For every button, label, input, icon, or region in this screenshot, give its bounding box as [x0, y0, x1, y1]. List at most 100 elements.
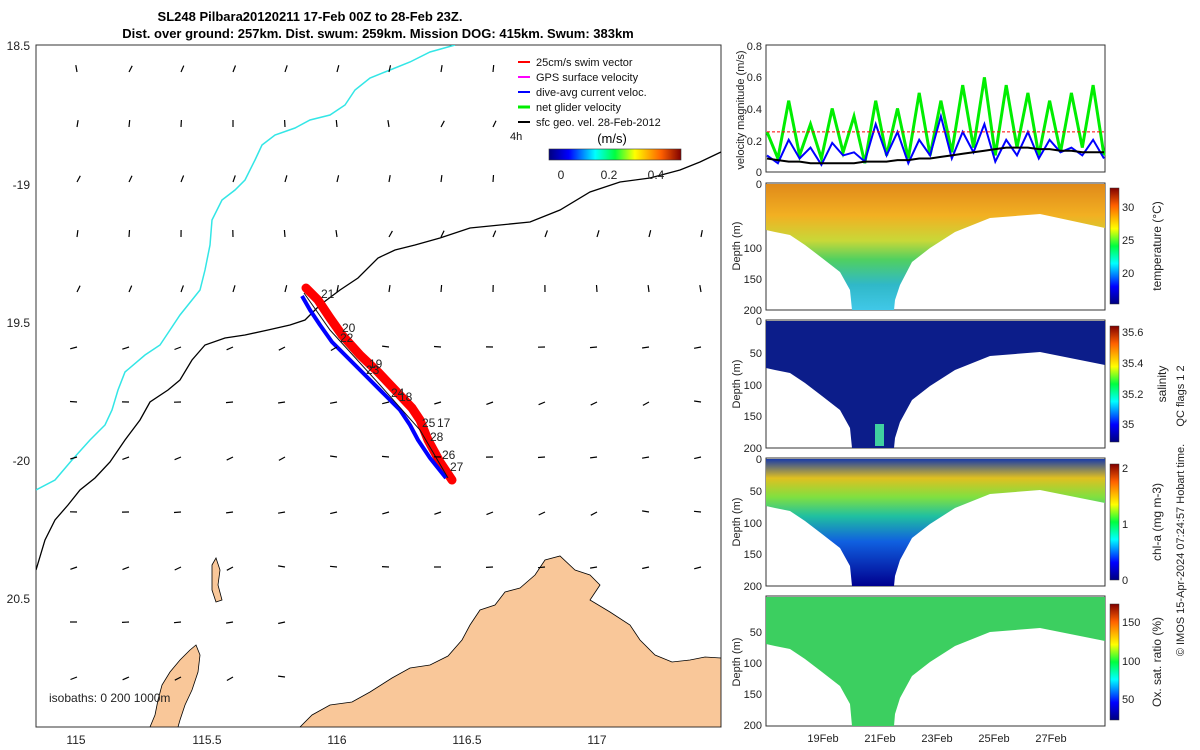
current-vector-102	[590, 511, 598, 516]
current-vector-43	[232, 285, 236, 293]
current-vector-108	[226, 566, 234, 571]
current-vector-44	[284, 285, 288, 293]
current-vector-36	[544, 230, 548, 238]
oxygen-section	[766, 597, 1105, 726]
current-vector-34	[440, 230, 445, 238]
ox-ylabel: Depth (m)	[731, 638, 743, 687]
current-vector-22	[284, 175, 288, 183]
temp-ytick-2: 100	[744, 243, 762, 255]
current-vector-27	[76, 230, 79, 238]
current-vector-80	[122, 456, 130, 460]
ox-cbar-tick-1: 100	[1122, 656, 1140, 668]
temp-ytick-3: 150	[744, 274, 762, 286]
legend-label-gps: GPS surface velocity	[536, 72, 639, 84]
current-vector-126	[226, 676, 234, 682]
chlorophyll-panel: 0 50 100 150 200 Depth (m) 2 1 0 chl-a (…	[731, 454, 1164, 593]
current-vector-88	[537, 456, 546, 459]
current-vector-100	[486, 511, 494, 516]
current-vector-21	[232, 175, 236, 183]
current-vector-58	[330, 346, 338, 352]
current-vector-26	[492, 174, 495, 183]
chl-ytick-0: 0	[756, 454, 762, 466]
current-vector-17	[492, 120, 497, 128]
chl-cbar-tick-0: 2	[1122, 463, 1128, 475]
day-label-23: 23	[366, 363, 380, 377]
current-vector-56	[226, 346, 234, 351]
day-label-25: 25	[422, 416, 436, 430]
temp-cbar-label: temperature (°C)	[1150, 201, 1164, 291]
land-island-south	[149, 644, 201, 727]
map-panel: 21 20 22 19 23 24 18 25 17 28 26 27 115 …	[7, 39, 722, 747]
chl-cbar-tick-2: 0	[1122, 575, 1128, 587]
sal-ytick-1: 50	[750, 348, 762, 360]
legend-label-geo: sfc geo. vel. 28-Feb-2012	[536, 117, 661, 129]
current-vector-28	[128, 229, 131, 238]
current-vector-39	[700, 229, 703, 238]
current-vector-53	[70, 346, 78, 350]
current-vector-35	[492, 230, 497, 238]
current-vector-54	[122, 346, 130, 350]
current-vector-75	[538, 401, 546, 406]
current-vector-63	[589, 346, 598, 349]
current-vector-42	[180, 285, 184, 293]
current-vector-8	[492, 64, 495, 73]
current-vector-15	[387, 120, 390, 128]
current-vector-16	[440, 120, 445, 128]
salinity-panel: 0 50 100 150 200 Depth (m) 35.6 35.4 35.…	[731, 316, 1169, 455]
current-vector-91	[694, 456, 702, 460]
current-vector-7	[440, 65, 443, 73]
oxygen-colorbar	[1109, 603, 1120, 721]
velocity-frame	[765, 44, 1106, 173]
current-vector-76	[590, 401, 598, 406]
velocity-series	[765, 77, 1106, 167]
temp-cbar-tick-0: 30	[1122, 202, 1134, 214]
current-vector-6	[388, 65, 392, 73]
current-vector-72	[382, 401, 390, 405]
current-vector-46	[388, 285, 391, 293]
chl-ylabel: Depth (m)	[731, 498, 743, 547]
isobath-200	[36, 45, 456, 491]
temp-ytick-4: 200	[744, 305, 762, 317]
legend-note: 4h	[510, 131, 522, 143]
current-vector-121	[226, 621, 234, 624]
day-label-21: 21	[321, 287, 335, 301]
current-vector-115	[590, 566, 598, 569]
current-vector-20	[180, 175, 185, 183]
vel-ytick-0: 0	[756, 167, 762, 179]
day-label-17: 17	[437, 416, 451, 430]
velocity-line-2	[766, 146, 1104, 165]
current-vector-70	[278, 401, 286, 404]
colorbar-tick-0: 0	[558, 168, 565, 182]
current-vector-51	[647, 285, 650, 293]
current-vector-122	[278, 621, 286, 625]
chlorophyll-colorbar	[1109, 463, 1120, 581]
salinity-colorbar	[1109, 325, 1120, 443]
ox-ytick-3: 150	[744, 689, 762, 701]
track-swim-vectors	[301, 283, 457, 485]
current-vector-57	[278, 346, 286, 351]
temperature-section	[766, 184, 1105, 310]
chl-ytick-1: 50	[750, 486, 762, 498]
current-vector-33	[388, 230, 393, 238]
velocity-line-0	[765, 77, 1106, 165]
chl-ytick-2: 100	[744, 518, 762, 530]
vel-ylabel: velocity magnitude (m/s)	[735, 50, 747, 169]
current-vector-69	[225, 401, 234, 404]
current-vector-98	[382, 511, 390, 515]
current-vector-60	[433, 345, 442, 348]
current-vector-109	[278, 565, 286, 568]
current-vector-84	[330, 455, 338, 458]
sal-ytick-0: 0	[756, 316, 762, 328]
ox-ytick-1: 50	[750, 627, 762, 639]
current-vector-79	[70, 456, 78, 460]
current-vector-105	[70, 566, 78, 570]
chl-cbar-label: chl-a (mg m-3)	[1150, 483, 1164, 561]
legend-label-current: dive-avg current veloc.	[536, 87, 647, 99]
oxygen-panel: 50 100 150 200 Depth (m) 150 100 50 Ox. …	[731, 595, 1164, 745]
current-vector-55	[174, 346, 182, 351]
chl-ytick-3: 150	[744, 549, 762, 561]
current-vector-47	[440, 284, 443, 293]
map-ytick-4: -20	[13, 454, 31, 468]
ox-ytick-4: 200	[744, 720, 762, 732]
track-net-velocity	[303, 292, 449, 479]
